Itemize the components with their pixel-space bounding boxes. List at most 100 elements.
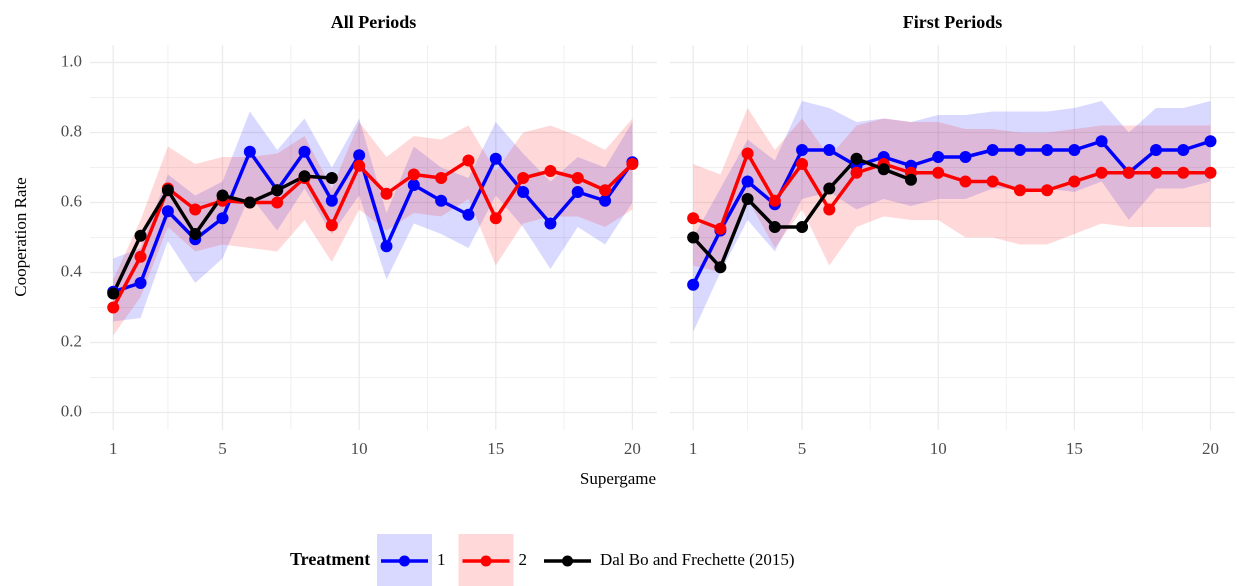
data-point bbox=[271, 184, 284, 197]
y-tick-label: 0.0 bbox=[61, 401, 82, 420]
data-point bbox=[687, 212, 700, 225]
data-point bbox=[932, 166, 945, 179]
data-point bbox=[850, 166, 863, 179]
data-point bbox=[189, 203, 202, 216]
x-tick-label: 15 bbox=[1066, 439, 1083, 458]
data-point bbox=[517, 172, 530, 184]
legend-key-point bbox=[480, 555, 492, 567]
data-point bbox=[407, 179, 420, 191]
data-point bbox=[959, 151, 972, 163]
data-point bbox=[687, 231, 700, 244]
data-point bbox=[243, 196, 256, 209]
confidence-band bbox=[693, 101, 1211, 332]
data-point bbox=[216, 189, 229, 202]
data-point bbox=[353, 149, 366, 162]
data-point bbox=[571, 186, 584, 198]
data-point bbox=[687, 278, 700, 291]
data-point bbox=[380, 187, 393, 200]
data-point bbox=[161, 205, 174, 218]
data-point bbox=[741, 175, 754, 188]
data-point bbox=[1150, 166, 1163, 179]
data-point bbox=[626, 158, 639, 170]
x-tick-label: 20 bbox=[624, 439, 641, 458]
legend-title: Treatment bbox=[290, 549, 370, 569]
y-axis-label: Cooperation Rate bbox=[11, 177, 30, 296]
data-point bbox=[796, 144, 809, 156]
legend-label: Dal Bo and Frechette (2015) bbox=[600, 550, 795, 569]
x-axis-label: Supergame bbox=[580, 469, 656, 488]
plot-area bbox=[90, 45, 657, 430]
x-tick-label: 15 bbox=[487, 439, 504, 458]
data-point bbox=[243, 145, 256, 158]
data-point bbox=[435, 172, 448, 184]
data-point bbox=[1095, 135, 1108, 148]
data-point bbox=[298, 145, 311, 158]
data-point bbox=[353, 159, 366, 172]
data-point bbox=[435, 194, 448, 207]
y-tick-label: 0.4 bbox=[61, 261, 83, 280]
data-point bbox=[489, 152, 502, 165]
data-point bbox=[407, 168, 420, 181]
data-point bbox=[714, 222, 727, 235]
data-point bbox=[216, 212, 229, 225]
data-point bbox=[877, 163, 890, 176]
data-point bbox=[1041, 184, 1054, 197]
x-tick-label: 10 bbox=[351, 439, 368, 458]
data-point bbox=[1177, 166, 1190, 179]
data-point bbox=[1150, 144, 1163, 156]
data-point bbox=[161, 184, 174, 197]
data-point bbox=[517, 186, 530, 198]
data-point bbox=[1068, 144, 1081, 156]
data-point bbox=[462, 208, 475, 221]
panel-title: All Periods bbox=[331, 12, 417, 32]
data-point bbox=[741, 193, 754, 205]
data-point bbox=[1095, 166, 1108, 179]
data-point bbox=[823, 182, 836, 195]
data-point bbox=[325, 172, 338, 184]
data-point bbox=[189, 228, 202, 240]
data-point bbox=[380, 240, 393, 253]
data-point bbox=[1204, 135, 1217, 148]
data-point bbox=[599, 184, 612, 197]
plot-area bbox=[670, 45, 1235, 430]
data-point bbox=[741, 147, 754, 160]
data-point bbox=[823, 203, 836, 216]
legend-label: 2 bbox=[519, 550, 528, 569]
data-point bbox=[134, 277, 147, 289]
data-point bbox=[1013, 184, 1026, 197]
data-point bbox=[768, 221, 781, 233]
y-tick-label: 0.2 bbox=[61, 331, 82, 350]
data-point bbox=[107, 301, 120, 314]
data-point bbox=[1013, 144, 1026, 156]
data-point bbox=[134, 229, 147, 242]
legend-key-point bbox=[399, 555, 410, 567]
data-point bbox=[714, 261, 727, 274]
x-tick-label: 20 bbox=[1202, 439, 1219, 458]
data-point bbox=[823, 144, 836, 156]
data-point bbox=[489, 212, 502, 225]
data-point bbox=[1041, 144, 1054, 156]
data-point bbox=[1122, 166, 1135, 179]
data-point bbox=[986, 144, 999, 156]
data-point bbox=[544, 165, 557, 177]
data-point bbox=[796, 158, 809, 170]
x-tick-label: 5 bbox=[798, 439, 807, 458]
x-tick-label: 1 bbox=[689, 439, 698, 458]
data-point bbox=[1177, 144, 1190, 156]
data-point bbox=[986, 175, 999, 188]
data-point bbox=[599, 194, 612, 207]
legend-key-point bbox=[562, 555, 573, 567]
data-point bbox=[271, 196, 284, 209]
legend-label: 1 bbox=[437, 550, 446, 569]
data-point bbox=[796, 221, 809, 233]
panel-title: First Periods bbox=[903, 12, 1002, 32]
data-point bbox=[107, 287, 120, 300]
x-tick-label: 1 bbox=[109, 439, 118, 458]
data-point bbox=[959, 175, 972, 188]
data-point bbox=[298, 170, 311, 183]
data-point bbox=[904, 173, 917, 186]
data-point bbox=[462, 154, 475, 167]
data-point bbox=[850, 152, 863, 165]
data-point bbox=[932, 151, 945, 163]
